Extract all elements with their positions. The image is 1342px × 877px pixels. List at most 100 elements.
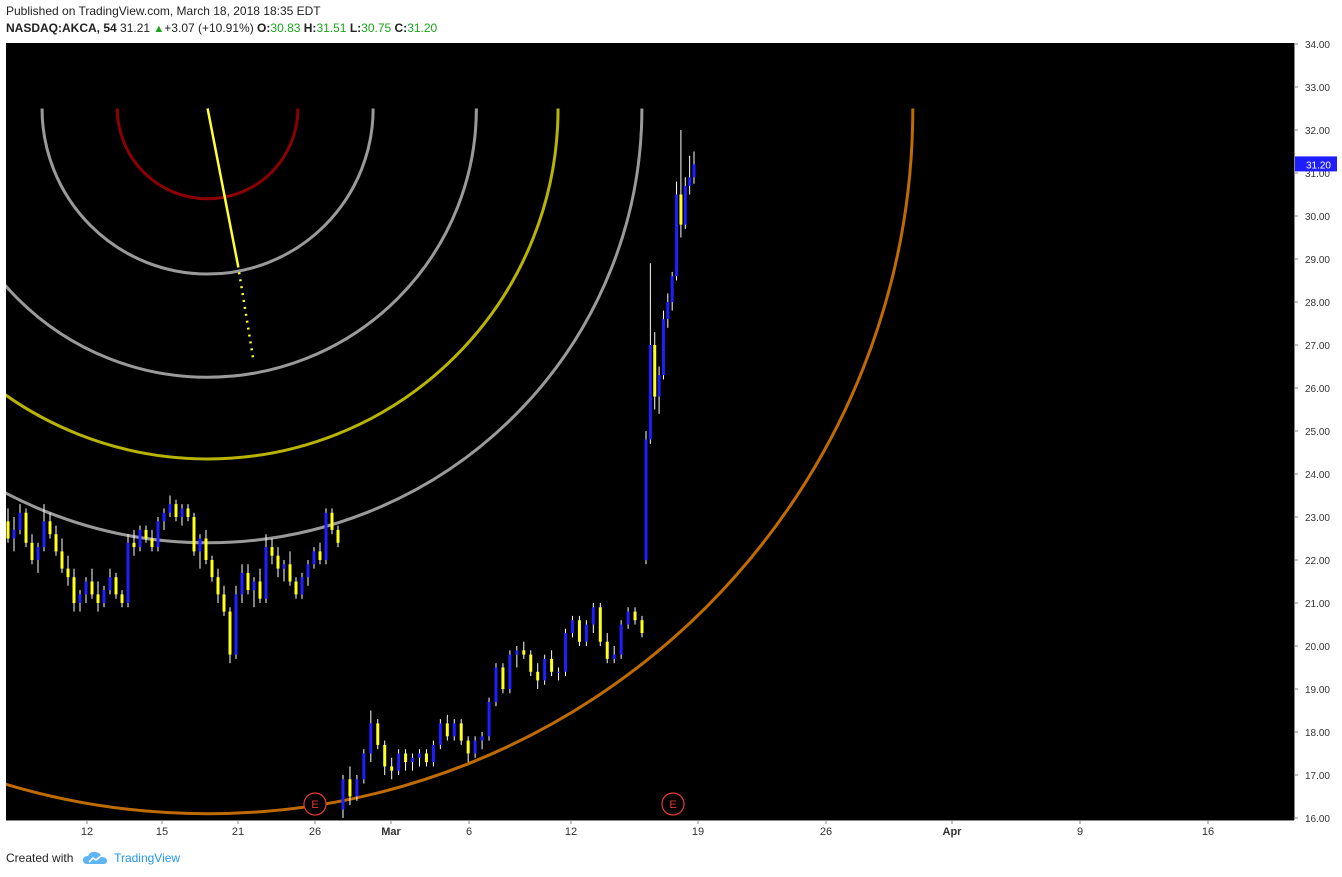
candle: [282, 560, 286, 582]
candle: [661, 310, 665, 380]
candle: [78, 590, 82, 612]
ohlc-legend: NASDAQ:AKCA, 54 31.21 ▲+3.07 (+10.91%) O…: [6, 19, 1336, 38]
candle: [192, 512, 196, 556]
candle: [210, 555, 214, 582]
tradingview-brand-link[interactable]: TradingView: [114, 851, 181, 865]
trend-line[interactable]: [206, 108, 255, 361]
open-value: 30.83: [270, 21, 301, 35]
time-axis[interactable]: 12 15 21 26 Mar 6 12 19 26 Apr 9 16: [81, 820, 1214, 838]
candle: [459, 719, 463, 745]
candle: [324, 508, 328, 565]
price-tick-label: 25.00: [1305, 427, 1330, 438]
price-axis-background: [1294, 43, 1342, 820]
price-tick-label: 16.00: [1305, 814, 1330, 825]
candle: [584, 620, 588, 646]
candle: [246, 564, 250, 595]
low-label: L:: [349, 21, 362, 35]
price-tick-label: 23.00: [1305, 513, 1330, 524]
time-tick-label: Apr: [943, 826, 963, 838]
fib-arc[interactable]: [0, 108, 915, 816]
candle: [42, 504, 46, 552]
candle: [522, 641, 526, 659]
time-tick-label: 15: [156, 826, 168, 838]
candle: [675, 181, 679, 281]
candle: [577, 615, 581, 646]
price-tick-label: 19.00: [1305, 685, 1330, 696]
candle: [270, 538, 274, 565]
price-tick-label: 31.00: [1305, 169, 1330, 180]
candle: [180, 504, 184, 526]
candle: [72, 568, 76, 612]
candle: [138, 525, 142, 552]
fib-arc[interactable]: [115, 108, 300, 201]
tradingview-cloud-icon[interactable]: [82, 851, 107, 868]
trend-line-dotted[interactable]: [236, 265, 255, 361]
candle: [12, 517, 16, 552]
candle: [18, 504, 22, 535]
candle: [452, 719, 456, 741]
footer: Created with TradingView: [6, 851, 180, 868]
candle: [108, 568, 112, 595]
candle: [168, 495, 172, 517]
candle: [126, 534, 130, 608]
time-axis-background: [6, 820, 1294, 840]
fib-arc[interactable]: [0, 108, 478, 379]
time-tick-label: 19: [692, 826, 704, 838]
candle: [653, 332, 657, 410]
time-tick-label: 6: [466, 826, 472, 838]
candle: [473, 736, 477, 758]
candle: [36, 542, 40, 573]
candle: [397, 749, 401, 775]
candle: [186, 504, 190, 522]
circle-arcs[interactable]: [0, 108, 915, 816]
candle: [683, 177, 687, 229]
candle: [619, 620, 623, 659]
fib-arc[interactable]: [0, 108, 560, 461]
candle: [24, 508, 28, 548]
close-label: C:: [394, 21, 408, 35]
candle: [228, 607, 232, 664]
price-tick-label: 27.00: [1305, 341, 1330, 352]
time-tick-label: 12: [565, 826, 577, 838]
price-tick-label: 33.00: [1305, 83, 1330, 94]
candle: [294, 577, 298, 599]
last-price: 31.21: [120, 21, 151, 35]
price-axis[interactable]: 16.00 17.00 18.00 19.00 20.00 21.00 22.00 23.00…: [1294, 40, 1330, 825]
earnings-marker[interactable]: E: [303, 792, 327, 816]
candle: [150, 529, 154, 552]
candle: [276, 547, 280, 578]
price-change: +3.07 (+10.91%): [164, 21, 254, 35]
candle: [657, 366, 661, 414]
candle: [591, 603, 595, 634]
time-tick-label: Mar: [381, 826, 401, 838]
candle: [529, 650, 533, 677]
candle: [515, 646, 519, 668]
trend-line-solid[interactable]: [206, 108, 240, 266]
published-line: Published on TradingView.com, March 18, …: [6, 4, 321, 18]
candle: [445, 714, 449, 741]
price-tick-label: 34.00: [1305, 40, 1330, 51]
high-value: 31.51: [316, 21, 347, 35]
candle: [198, 534, 202, 569]
up-arrow-icon: ▲: [153, 23, 165, 35]
price-tick-label: 28.00: [1305, 298, 1330, 309]
candle: [355, 775, 359, 801]
earnings-marker[interactable]: E: [661, 792, 685, 816]
candle: [543, 654, 547, 685]
fib-arc[interactable]: [40, 108, 375, 276]
candle: [557, 667, 561, 681]
last-price-tag-label: 31.20: [1306, 160, 1331, 171]
earnings-marker-label: E: [669, 799, 676, 811]
fib-arc[interactable]: [0, 108, 644, 545]
symbol-label[interactable]: NASDAQ:AKCA, 54: [6, 21, 117, 35]
candle: [679, 130, 683, 238]
price-tick-label: 29.00: [1305, 255, 1330, 266]
candle: [336, 525, 340, 548]
candle: [240, 564, 244, 603]
candle: [612, 646, 616, 664]
candles: [6, 130, 696, 818]
candle: [648, 263, 652, 444]
candle: [494, 663, 498, 707]
